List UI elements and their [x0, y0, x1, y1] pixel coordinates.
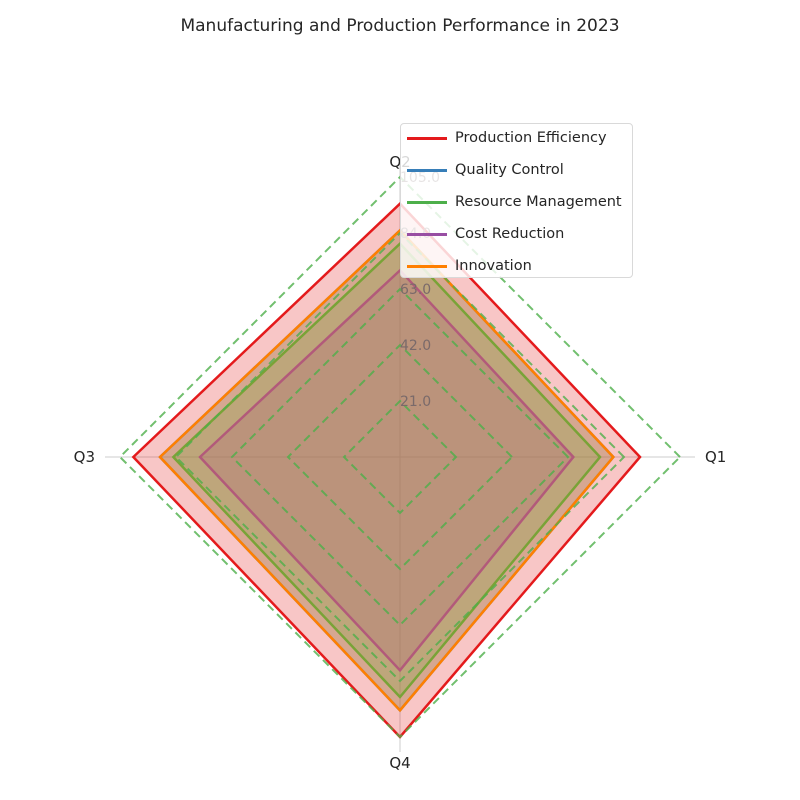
legend-item: Resource Management	[407, 192, 622, 212]
category-label-q3: Q3	[74, 448, 95, 466]
radial-tick-label: 42.0	[400, 338, 431, 354]
category-label-q1: Q1	[705, 448, 726, 466]
legend-label: Cost Reduction	[455, 226, 565, 242]
legend-item: Quality Control	[407, 160, 564, 180]
grid-ring-0	[342, 399, 458, 515]
legend-label: Innovation	[455, 258, 532, 274]
legend-label: Quality Control	[455, 162, 564, 178]
legend-swatch	[407, 232, 447, 236]
series-resource-management	[171, 241, 602, 699]
radial-tick-label: 63.0	[400, 282, 431, 298]
category-label-q4: Q4	[389, 754, 410, 772]
legend: Production Efficiency Quality Control Reso…	[400, 123, 633, 278]
legend-label: Resource Management	[455, 194, 622, 210]
legend-label: Production Efficiency	[455, 130, 607, 146]
series-production-efficiency	[131, 201, 642, 739]
legend-swatch	[407, 264, 447, 268]
series-innovation	[158, 228, 616, 713]
chart-title: Manufacturing and Production Performance…	[180, 16, 620, 36]
grid-ring-2	[230, 287, 570, 627]
grid-ring-3	[174, 231, 626, 683]
legend-item: Cost Reduction	[407, 224, 564, 244]
radial-tick-label: 21.0	[400, 394, 431, 410]
legend-swatch	[407, 200, 447, 204]
legend-swatch	[407, 136, 447, 140]
legend-item: Production Efficiency	[407, 128, 607, 148]
legend-item: Innovation	[407, 256, 532, 276]
legend-swatch	[407, 168, 447, 172]
grid-ring-1	[286, 343, 514, 571]
